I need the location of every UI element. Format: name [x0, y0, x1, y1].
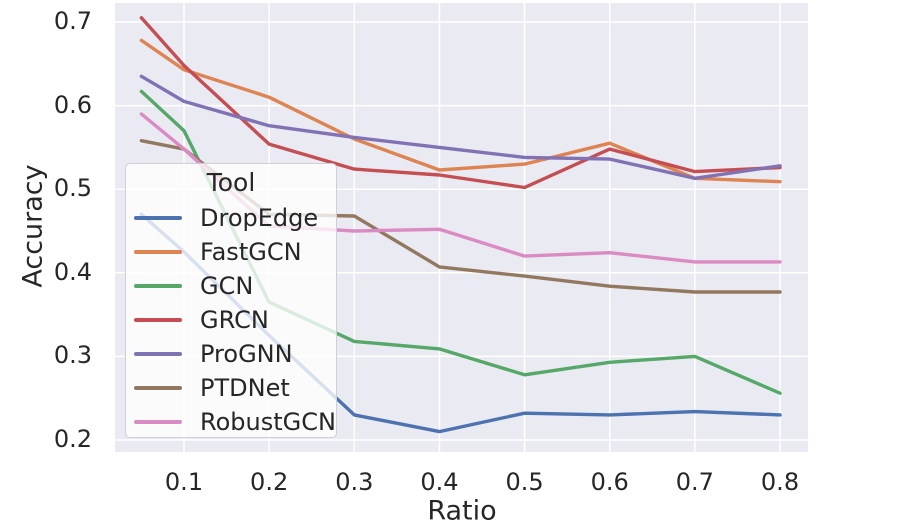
- x-tick-label: 0.8: [760, 468, 800, 496]
- legend-item-dropedge: DropEdge: [126, 201, 336, 235]
- legend-item-prognn: ProGNN: [126, 337, 336, 371]
- legend-line-swatch: [134, 352, 182, 356]
- legend-line-swatch: [134, 386, 182, 390]
- legend-item-label: GCN: [200, 272, 254, 300]
- x-tick-label: 0.1: [164, 468, 204, 496]
- y-tick-label: 0.6: [53, 90, 92, 119]
- legend-item-label: RobustGCN: [200, 408, 336, 436]
- y-tick-label: 0.7: [53, 7, 92, 35]
- y-axis-label: Accuracy: [17, 164, 49, 288]
- x-tick-label: 0.4: [420, 468, 459, 496]
- legend-item-ptdnet: PTDNet: [126, 371, 336, 405]
- legend-line-swatch: [134, 216, 182, 220]
- legend-line-swatch: [134, 250, 182, 254]
- x-axis-label: Ratio: [427, 495, 497, 527]
- legend-line-swatch: [134, 420, 182, 424]
- x-tick-label: 0.6: [590, 468, 629, 496]
- x-tick-label: 0.3: [335, 468, 374, 496]
- series-line-fastgcn: [139, 38, 782, 184]
- legend-item-label: GRCN: [200, 306, 269, 334]
- legend-item-label: PTDNet: [200, 374, 290, 402]
- legend-item-grcn: GRCN: [126, 303, 336, 337]
- legend: Tool DropEdge FastGCN GCN GRCN ProGNN PTDNet R…: [125, 163, 337, 438]
- y-tick-label: 0.4: [53, 257, 92, 286]
- legend-item-label: DropEdge: [200, 204, 319, 232]
- legend-item-gcn: GCN: [126, 269, 336, 303]
- legend-item-robustgcn: RobustGCN: [126, 405, 336, 439]
- legend-items: DropEdge FastGCN GCN GRCN ProGNN PTDNet Robust…: [126, 201, 336, 439]
- legend-item-label: FastGCN: [200, 238, 302, 266]
- legend-line-swatch: [134, 284, 182, 288]
- legend-item-label: ProGNN: [200, 340, 293, 368]
- y-tick-label: 0.2: [53, 425, 92, 453]
- y-tick-label: 0.3: [53, 341, 92, 370]
- legend-title: Tool: [206, 168, 256, 197]
- y-tick-label: 0.5: [53, 174, 92, 203]
- series-line-grcn: [139, 16, 782, 190]
- legend-item-fastgcn: FastGCN: [126, 235, 336, 269]
- series-line-prognn: [139, 74, 782, 181]
- legend-line-swatch: [134, 318, 182, 322]
- x-tick-label: 0.7: [675, 468, 714, 496]
- x-tick-label: 0.2: [250, 468, 289, 496]
- x-tick-label: 0.5: [505, 468, 544, 496]
